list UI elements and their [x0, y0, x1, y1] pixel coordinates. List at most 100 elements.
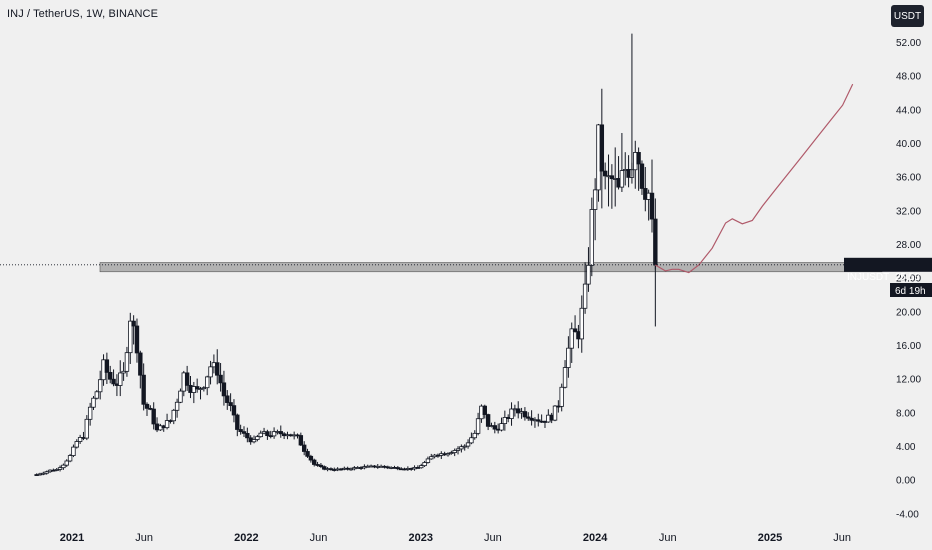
candle-body — [592, 189, 598, 210]
candle — [245, 427, 250, 443]
price-tag-price: 25.53 — [895, 272, 920, 283]
candle-body — [231, 405, 237, 416]
candle — [526, 412, 531, 421]
y-tick-label: 24.00 — [896, 274, 921, 285]
y-tick-label: 52.00 — [896, 38, 921, 49]
candle-body — [422, 462, 427, 467]
candle — [569, 322, 574, 363]
candle-body — [108, 371, 113, 380]
x-tick-label: Jun — [310, 532, 328, 544]
candle — [171, 408, 176, 425]
candle-body — [569, 328, 574, 349]
candle — [91, 396, 96, 410]
candle-body — [64, 460, 69, 466]
candle-body — [44, 471, 49, 474]
candle — [84, 415, 90, 441]
candle-body — [516, 408, 521, 414]
candle — [582, 262, 588, 314]
candle-body — [141, 374, 146, 405]
candle-body — [97, 379, 103, 393]
y-tick-label: 0.00 — [896, 476, 916, 487]
y-tick-label: 32.00 — [896, 206, 921, 217]
candle — [429, 453, 434, 460]
candle-body — [429, 456, 434, 460]
price-tag-symbol: INJUSDT — [847, 272, 889, 283]
candle — [251, 435, 257, 444]
candle — [322, 465, 327, 471]
candle — [118, 360, 123, 397]
candle — [609, 164, 615, 209]
candle-body — [559, 386, 564, 407]
candle — [71, 444, 76, 458]
candle — [44, 470, 49, 475]
candle — [225, 390, 230, 410]
candle-body — [619, 170, 625, 188]
candle-body — [475, 418, 481, 434]
currency-button[interactable]: USDT — [891, 5, 924, 27]
candle-body — [582, 283, 588, 309]
x-tick-label: 2023 — [409, 532, 433, 544]
candle — [589, 197, 594, 277]
candle — [472, 430, 477, 440]
candle-body — [586, 264, 591, 285]
candle-body — [449, 452, 454, 455]
candle-body — [171, 409, 176, 422]
candle-body — [308, 455, 314, 461]
candle — [465, 439, 471, 449]
candle — [151, 402, 156, 430]
candle-body — [87, 406, 93, 420]
x-tick-label: Jun — [135, 532, 153, 544]
x-tick-label: Jun — [484, 532, 502, 544]
candle — [475, 412, 481, 436]
candle-body — [526, 416, 531, 419]
candle — [57, 465, 63, 472]
candle — [606, 154, 611, 207]
candle-body — [215, 362, 220, 376]
y-tick-label: 12.00 — [896, 375, 921, 386]
candle — [425, 456, 431, 464]
candle-body — [67, 455, 73, 462]
candle-body — [251, 439, 257, 443]
candle — [602, 162, 608, 190]
candle — [452, 448, 457, 457]
candle-body — [499, 423, 504, 431]
candle — [164, 413, 170, 430]
candle — [241, 426, 247, 438]
candle-body — [104, 359, 110, 373]
candle-body — [312, 459, 317, 465]
candle-body — [465, 442, 471, 447]
candle — [278, 425, 283, 438]
candle-body — [529, 417, 534, 421]
candle — [305, 448, 310, 458]
candle-body — [492, 425, 498, 430]
candle-body — [128, 320, 133, 354]
candle-body — [258, 432, 263, 438]
candle — [516, 401, 521, 419]
candle-body — [599, 124, 605, 172]
y-tick-label: 20.00 — [896, 307, 921, 318]
x-tick-label: 2022 — [234, 532, 258, 544]
countdown-bg — [890, 283, 932, 297]
candle-body — [91, 397, 96, 408]
candle-body — [41, 472, 46, 475]
y-tick-label: 48.00 — [896, 72, 921, 83]
candle — [144, 402, 150, 416]
candle — [215, 349, 220, 385]
candle — [201, 386, 207, 392]
candle — [649, 159, 655, 233]
candle-body — [228, 402, 233, 407]
candle — [529, 410, 534, 426]
candle-body — [318, 464, 324, 468]
candle — [41, 471, 46, 476]
y-tick-label: 36.00 — [896, 173, 921, 184]
candle — [87, 402, 93, 426]
candle — [64, 459, 69, 467]
candle-body — [348, 468, 354, 471]
candle — [74, 439, 79, 449]
candle — [422, 460, 427, 467]
candle — [184, 365, 190, 391]
candle — [395, 466, 401, 471]
candle — [255, 434, 260, 442]
y-tick-label: 40.00 — [896, 139, 921, 150]
